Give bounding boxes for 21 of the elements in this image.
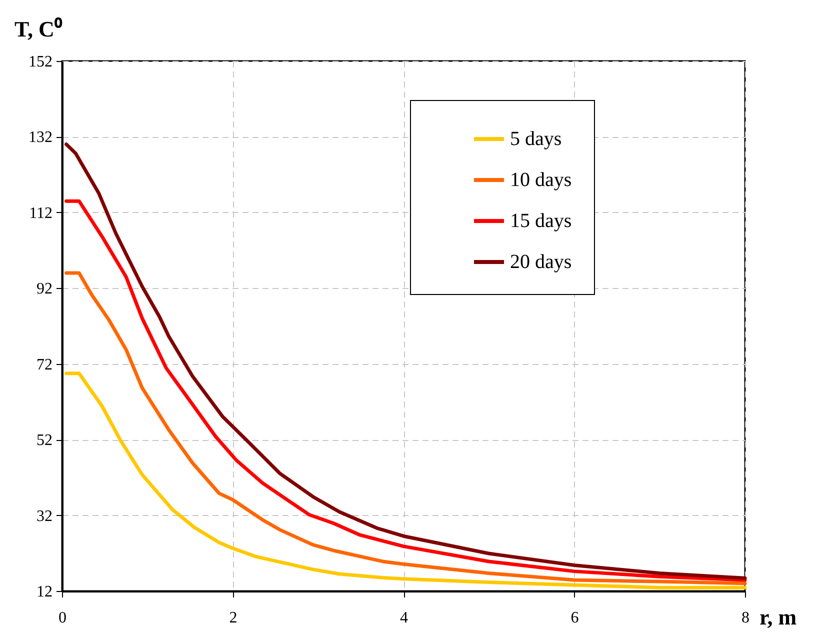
y-tick-label: 12 xyxy=(36,584,52,600)
x-tick-label: 8 xyxy=(742,610,750,626)
x-tick-label: 4 xyxy=(400,610,408,626)
legend-label: 15 days xyxy=(510,210,572,232)
legend-label: 5 days xyxy=(510,128,562,150)
x-tick-label: 0 xyxy=(58,610,66,626)
y-tick-label: 112 xyxy=(29,204,52,222)
x-tick-label: 2 xyxy=(229,610,238,626)
y-tick-label: 52 xyxy=(36,432,52,450)
y-tick-label: 132 xyxy=(28,129,52,146)
line-series xyxy=(64,372,747,590)
legend-label: 10 days xyxy=(510,169,572,191)
y-tick-label: 92 xyxy=(36,280,52,298)
legend-label: 20 days xyxy=(510,251,572,273)
x-axis-title: r, m xyxy=(760,604,797,630)
y-tick-label: 72 xyxy=(36,356,52,374)
y-axis-title: T, C⁰ xyxy=(14,16,62,42)
x-tick-label: 6 xyxy=(570,610,579,626)
y-tick-label: 152 xyxy=(28,54,52,70)
line-series xyxy=(64,271,747,586)
y-tick-label: 32 xyxy=(36,508,52,525)
